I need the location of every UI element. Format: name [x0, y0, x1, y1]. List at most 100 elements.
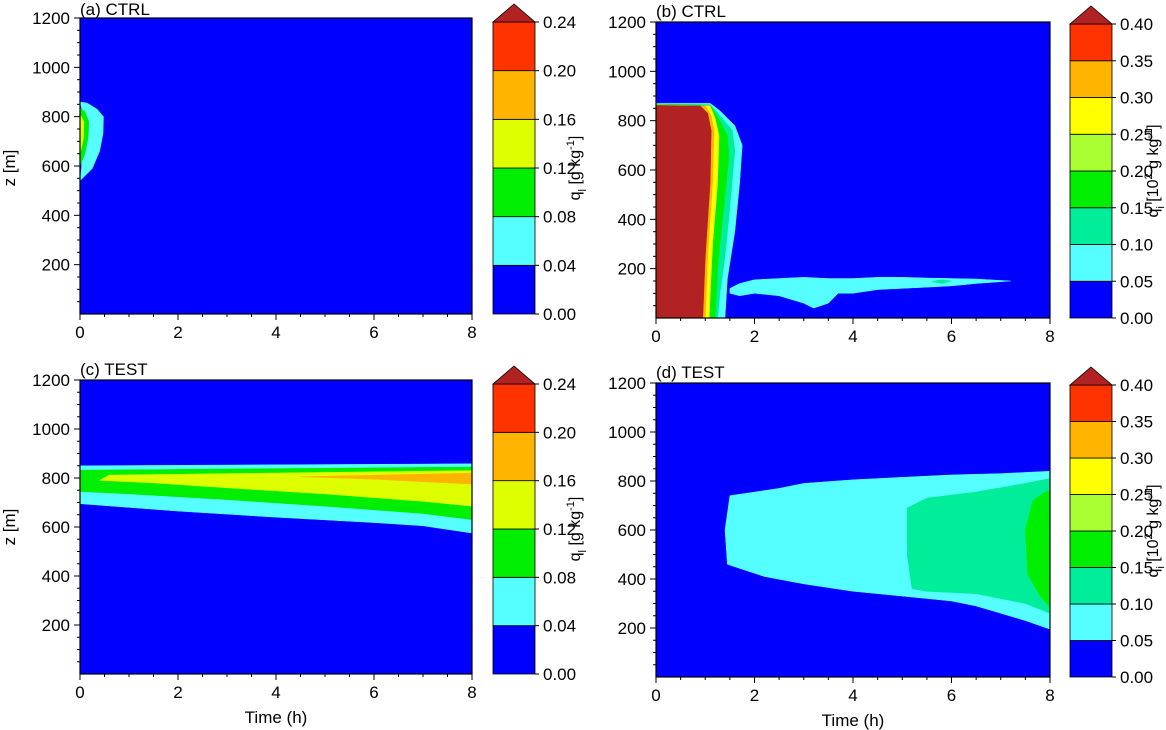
- panel-c-xtick-label-1: 2: [173, 683, 182, 702]
- panel-a-ytick-label-1: 400: [42, 206, 70, 225]
- panel-c-contour-region-3: [300, 472, 472, 485]
- panel-c-colorbar-tick-label-6: 0.24: [543, 375, 576, 394]
- panel-b-colorbar-swatch-0: [1069, 280, 1113, 319]
- panel-d-colorbar-tick-label-0: 0.00: [1120, 668, 1153, 687]
- panel-b-ytick-label-2: 600: [618, 161, 646, 180]
- panel-b-ytick-label-1: 400: [618, 210, 646, 229]
- panel-b-contour-region-1: [729, 277, 1011, 309]
- panel-d-ytick-label-3: 800: [618, 472, 646, 491]
- panel-c: 0 2 4 6 8 200 400 600 800 1000 1200 (c) TEST z [m]…: [0, 360, 589, 727]
- panel-a-colorbar-tick-label-4: 0.16: [543, 110, 576, 129]
- panel-a-colorbar-tick-label-5: 0.20: [543, 62, 576, 81]
- panel-d-xlabel: Time (h): [822, 711, 885, 730]
- panel-d-colorbar-swatch-7: [1069, 384, 1113, 422]
- panel-d-ytick-label-4: 1000: [608, 423, 646, 442]
- panel-a-xtick-label-0: 0: [75, 323, 84, 342]
- panel-d-ytick-label-1: 400: [618, 570, 646, 589]
- panel-a-contours: [80, 101, 104, 182]
- panel-d-xtick-label-2: 4: [848, 686, 857, 705]
- panel-d-colorbar-tick-label-3: 0.15: [1120, 559, 1153, 578]
- panel-a-ytick-label-3: 800: [42, 108, 70, 127]
- panel-b-colorbar-tick-label-6: 0.30: [1120, 89, 1153, 108]
- panel-c-xtick-label-3: 6: [369, 683, 378, 702]
- panel-b-colorbar-tick-label-8: 0.40: [1120, 15, 1153, 34]
- panel-b-xtick-label-3: 6: [947, 327, 956, 346]
- panel-c-ytick-label-3: 800: [42, 469, 70, 488]
- panel-d-colorbar-swatch-3: [1069, 530, 1113, 568]
- panel-d-colorbar-swatch-1: [1069, 603, 1113, 641]
- panel-b-colorbar-swatch-5: [1069, 97, 1113, 135]
- panel-a-colorbar-swatch-0: [492, 264, 536, 315]
- panel-c-colorbar-label: ql [g kg-1]: [565, 497, 589, 562]
- panel-a-background-level-0: [80, 18, 472, 314]
- panel-b-colorbar-swatch-6: [1069, 60, 1113, 98]
- panel-b-xtick-label-4: 8: [1045, 327, 1054, 346]
- panel-c-colorbar: 0.00 0.04 0.08 0.12 0.16 0.20 0.24 ql [g kg-1]: [491, 365, 589, 684]
- panel-d-colorbar-tick-label-8: 0.40: [1120, 376, 1153, 395]
- panel-a-ytick-label-0: 200: [42, 256, 70, 275]
- panel-a-plot: 0 2 4 6 8 200 400 600 800 1000 1200: [32, 9, 477, 342]
- panel-c-background-level-0: [80, 380, 472, 674]
- panel-d-xtick-label-4: 8: [1045, 686, 1054, 705]
- panel-d-colorbar-tick-label-5: 0.25: [1120, 486, 1153, 505]
- panel-c-ytick-label-0: 200: [42, 616, 70, 635]
- panel-d-ytick-label-2: 600: [618, 521, 646, 540]
- panel-a-colorbar: 0.00 0.04 0.08 0.12 0.16 0.20 0.24 ql [g kg-1]: [491, 3, 589, 324]
- panel-b-colorbar: 0.00 0.05 0.10 0.15 0.20 0.25 0.30 0.35 0.40 qi […: [1068, 5, 1166, 328]
- panel-d-colorbar-swatch-0: [1069, 640, 1113, 678]
- panel-d-colorbar-tick-label-7: 0.35: [1120, 413, 1153, 432]
- panel-d-title: (d) TEST: [656, 363, 725, 382]
- panel-c-colorbar-tick-label-1: 0.04: [543, 617, 576, 636]
- panel-a-colorbar-tick-label-0: 0.00: [543, 305, 576, 324]
- panel-b-colorbar-swatch-2: [1069, 207, 1113, 245]
- panel-b-colorbar-tick-label-5: 0.25: [1120, 125, 1153, 144]
- panel-b-ytick-label-0: 200: [618, 260, 646, 279]
- panel-b-xtick-label-1: 2: [750, 327, 759, 346]
- panel-d-xtick-label-3: 6: [947, 686, 956, 705]
- panel-c-ylabel: z [m]: [0, 509, 19, 546]
- panel-a-colorbar-tick-label-2: 0.08: [543, 208, 576, 227]
- panel-b-colorbar-label: qi [102 g kg-1]: [1143, 124, 1166, 217]
- panel-b-contour-region-7: [656, 105, 712, 318]
- panel-a-colorbar-swatch-1: [492, 216, 536, 266]
- panel-b-colorbar-tick-label-3: 0.15: [1120, 199, 1153, 218]
- panel-a-colorbar-swatch-5: [492, 21, 536, 72]
- panel-a-title: (a) CTRL: [80, 0, 150, 19]
- panel-d-contour-region-1: [906, 478, 1050, 614]
- panel-b-colorbar-swatch-7: [1069, 23, 1113, 62]
- panel-d-colorbar-extend-triangle: [1068, 366, 1114, 386]
- panel-c-colorbar-swatch-4: [492, 431, 536, 482]
- panel-a-xtick-label-2: 4: [271, 323, 280, 342]
- panel-c-colorbar-swatch-0: [492, 625, 536, 675]
- panel-c-ytick-label-2: 600: [42, 518, 70, 537]
- panel-d-colorbar-tick-label-6: 0.30: [1120, 449, 1153, 468]
- panel-b-colorbar-tick-label-0: 0.00: [1120, 309, 1153, 328]
- panel-a-xtick-label-4: 8: [467, 323, 476, 342]
- panel-c-contours: [80, 463, 472, 534]
- panel-b-title: (b) CTRL: [656, 2, 726, 21]
- panel-c-colorbar-tick-label-5: 0.20: [543, 423, 576, 442]
- panel-b-colorbar-tick-label-1: 0.05: [1120, 272, 1153, 291]
- panel-d-colorbar-tick-label-2: 0.10: [1120, 595, 1153, 614]
- panel-c-colorbar-swatch-3: [492, 480, 536, 530]
- panel-d-colorbar: 0.00 0.05 0.10 0.15 0.20 0.25 0.30 0.35 0.40 qi […: [1068, 366, 1166, 687]
- panel-a-contour-region-2: [80, 114, 85, 154]
- panel-d: 0 2 4 6 8 200 400 600 800 1000 1200 (d) TEST Time …: [608, 363, 1166, 730]
- panel-a-colorbar-swatch-3: [492, 118, 536, 169]
- panel-b-colorbar-swatch-1: [1069, 244, 1113, 282]
- panel-c-colorbar-extend-triangle: [491, 365, 537, 385]
- panel-b-ytick-label-3: 800: [618, 112, 646, 131]
- panel-c-colorbar-swatch-5: [492, 383, 536, 433]
- panel-d-colorbar-label: qi [102 g kg-1]: [1143, 484, 1166, 577]
- panel-c-ytick-label-4: 1000: [32, 420, 70, 439]
- panel-a-colorbar-label: ql [g kg-1]: [565, 136, 589, 201]
- panel-c-title: (c) TEST: [80, 360, 148, 379]
- panel-a-xtick-label-3: 6: [369, 323, 378, 342]
- panel-b-colorbar-swatch-4: [1069, 133, 1113, 172]
- panel-a: 0 2 4 6 8 200 400 600 800 1000 1200 (a) CTRL z [m]…: [0, 0, 589, 342]
- panel-a-colorbar-tick-label-6: 0.24: [543, 13, 576, 32]
- panel-b-plot: 0 2 4 6 8 200 400 600 800 1000 1200: [608, 13, 1055, 346]
- panel-b-ytick-label-4: 1000: [608, 62, 646, 81]
